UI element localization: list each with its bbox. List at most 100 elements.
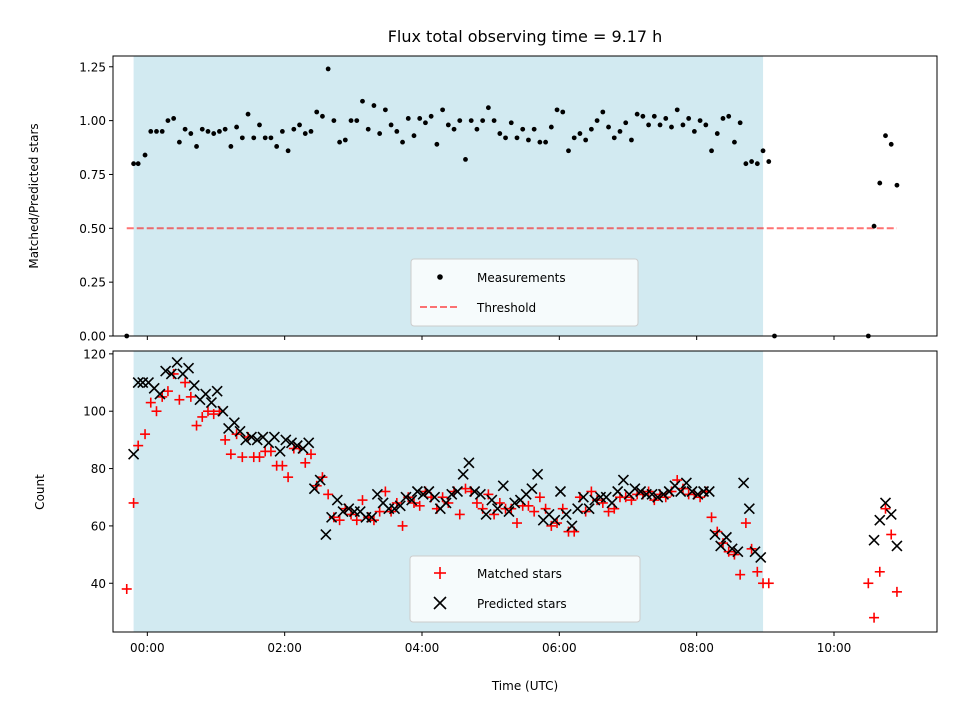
predicted-stars-point bbox=[503, 506, 515, 518]
predicted-stars-point bbox=[188, 379, 200, 391]
predicted-stars-point bbox=[417, 488, 429, 500]
legend-box-bottom bbox=[409, 555, 641, 623]
measurement-point bbox=[239, 135, 245, 141]
y-tick-label-60: 60 bbox=[91, 519, 106, 533]
measurement-point bbox=[526, 137, 531, 143]
predicted-stars-point bbox=[451, 485, 464, 498]
measurement-point bbox=[320, 113, 325, 119]
matched-stars-point bbox=[254, 452, 265, 463]
ratio-panel-frame bbox=[112, 55, 938, 337]
predicted-stars-point bbox=[228, 417, 240, 429]
matched-stars-point bbox=[283, 472, 294, 483]
predicted-stars-point bbox=[709, 528, 721, 541]
predicted-stars-point bbox=[280, 434, 292, 446]
matched-stars-point bbox=[162, 386, 173, 397]
predicted-stars-point bbox=[303, 437, 315, 449]
measurement-point bbox=[491, 118, 497, 124]
predicted-stars-point bbox=[526, 483, 538, 495]
predicted-stars-point bbox=[491, 503, 504, 515]
matched-stars-point bbox=[706, 512, 717, 523]
measurement-point bbox=[165, 118, 171, 124]
measurement-point bbox=[222, 126, 228, 132]
matched-stars-point bbox=[202, 406, 213, 417]
matched-stars-point bbox=[265, 446, 276, 457]
y-tick-label-0-25: 0.25 bbox=[79, 276, 106, 290]
measurement-point bbox=[888, 141, 894, 147]
measurement-point bbox=[871, 223, 877, 229]
matched-stars-point bbox=[740, 518, 751, 529]
y-tick-label-1-25: 1.25 bbox=[79, 60, 106, 74]
predicted-stars-point bbox=[205, 397, 217, 409]
matched-stars-point bbox=[225, 449, 236, 460]
predicted-stars-point bbox=[589, 494, 601, 506]
measurement-point bbox=[251, 135, 257, 141]
measurement-point bbox=[400, 139, 405, 145]
matched-stars-point bbox=[880, 503, 891, 514]
predicted-stars-point bbox=[583, 503, 595, 515]
matched-stars-point bbox=[208, 409, 219, 420]
predicted-stars-point bbox=[165, 368, 177, 380]
count-panel-frame bbox=[112, 350, 938, 633]
matched-stars-point bbox=[185, 391, 196, 402]
predicted-stars-point bbox=[406, 494, 418, 506]
predicted-stars-point bbox=[743, 503, 755, 515]
measurement-point bbox=[669, 124, 674, 130]
matched-stars-point bbox=[869, 612, 880, 623]
chart-title: Flux total observing time = 9.17 h bbox=[388, 27, 663, 46]
measurement-point bbox=[417, 116, 423, 121]
series-predicted-stars bbox=[128, 356, 903, 564]
measurement-point bbox=[554, 107, 560, 113]
measurement-point bbox=[651, 113, 657, 119]
predicted-stars-point bbox=[509, 497, 521, 509]
y-tick-label-120: 120 bbox=[83, 347, 106, 361]
measurement-point bbox=[360, 98, 365, 104]
measurement-point bbox=[377, 131, 383, 136]
legend-label-matched: Matched stars bbox=[477, 567, 562, 581]
legend-marker-matched bbox=[434, 567, 446, 579]
measurement-point bbox=[388, 122, 394, 128]
measurement-point bbox=[382, 107, 388, 113]
x-tick-label-10-00: 10:00 bbox=[817, 641, 852, 655]
x-tick-label-02-00: 02:00 bbox=[267, 641, 302, 655]
matched-stars-point bbox=[191, 420, 202, 431]
predicted-stars-point bbox=[577, 491, 589, 503]
predicted-stars-point bbox=[652, 491, 664, 503]
measurement-point bbox=[588, 126, 594, 132]
matched-stars-point bbox=[471, 497, 482, 508]
predicted-stars-point bbox=[720, 531, 732, 543]
predicted-stars-point bbox=[885, 508, 897, 521]
measurement-point bbox=[594, 118, 600, 124]
predicted-stars-point bbox=[755, 551, 767, 564]
measurement-point bbox=[894, 182, 900, 188]
measurement-point bbox=[423, 120, 428, 126]
measurement-point bbox=[348, 118, 354, 124]
matched-stars-point bbox=[351, 515, 362, 526]
matched-stars-point bbox=[763, 578, 774, 589]
matched-stars-point bbox=[874, 566, 885, 577]
matched-stars-point bbox=[277, 460, 288, 471]
predicted-stars-point bbox=[554, 485, 567, 498]
measurement-point bbox=[291, 126, 297, 132]
measurement-point bbox=[634, 111, 640, 117]
measurement-point bbox=[697, 118, 703, 124]
measurement-point bbox=[337, 139, 342, 145]
matched-stars-point bbox=[397, 520, 408, 531]
matched-stars-point bbox=[197, 411, 208, 422]
measurement-point bbox=[749, 159, 754, 164]
predicted-stars-point bbox=[128, 448, 140, 460]
predicted-stars-point bbox=[245, 431, 258, 443]
measurement-point bbox=[159, 128, 165, 134]
matched-stars-point bbox=[735, 569, 746, 580]
measurement-point bbox=[611, 135, 617, 141]
measurement-point bbox=[623, 120, 629, 126]
measurement-point bbox=[714, 131, 720, 136]
predicted-stars-point bbox=[154, 388, 166, 400]
matched-stars-point bbox=[511, 518, 522, 529]
predicted-stars-point bbox=[497, 480, 509, 492]
predicted-stars-point bbox=[617, 474, 629, 486]
measurement-point bbox=[205, 128, 211, 134]
measurement-point bbox=[154, 128, 159, 134]
measurement-point bbox=[497, 131, 503, 136]
measurement-point bbox=[583, 137, 589, 143]
measurement-point bbox=[883, 133, 888, 139]
